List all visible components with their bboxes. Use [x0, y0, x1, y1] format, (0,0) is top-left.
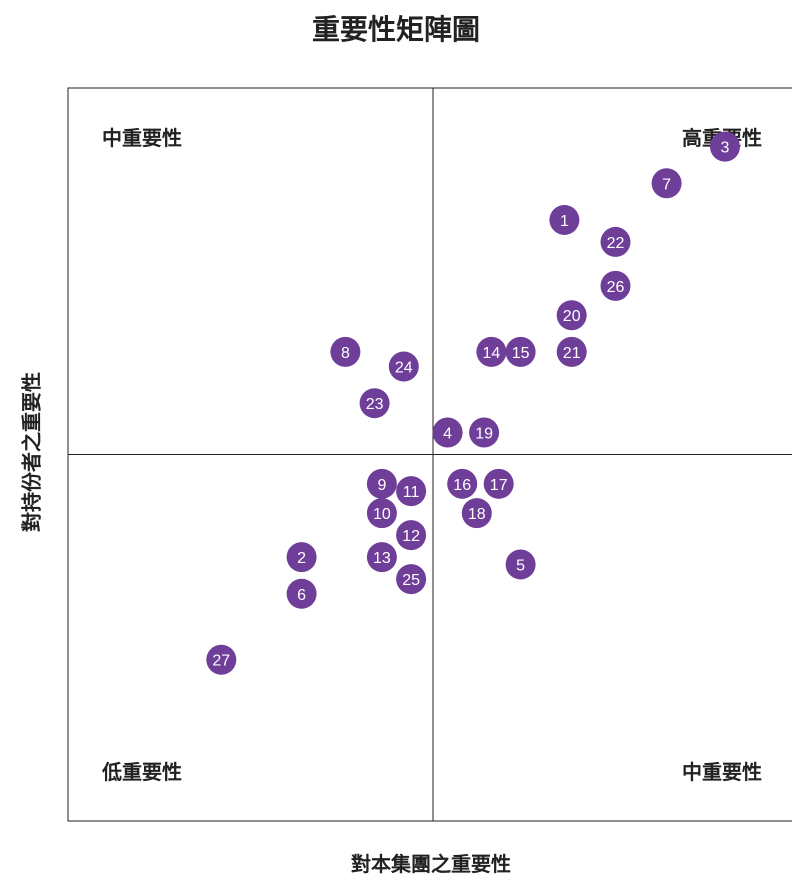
data-point-label: 4: [443, 426, 452, 443]
data-point-label: 3: [721, 140, 730, 157]
data-point-label: 9: [377, 477, 386, 494]
data-point-label: 6: [297, 587, 306, 604]
data-point-marker: [366, 468, 397, 499]
chart-title: 重要性矩陣圖: [311, 13, 480, 46]
data-point-marker: [447, 468, 478, 499]
data-point-label: 7: [662, 176, 671, 193]
data-point-label: 14: [483, 345, 501, 362]
data-point-marker: [396, 476, 427, 507]
data-point-label: 1: [560, 213, 569, 230]
data-point-label: 17: [490, 477, 508, 494]
data-point-label: 5: [516, 557, 525, 574]
data-point-marker: [432, 417, 463, 448]
quadrant-label-bottom-left: 低重要性: [101, 760, 182, 784]
data-point-label: 27: [212, 653, 230, 670]
data-point-marker: [483, 468, 514, 499]
data-point-marker: [476, 336, 507, 367]
data-point-marker: [206, 644, 237, 675]
data-point-marker: [600, 270, 631, 301]
data-point-label: 11: [403, 484, 420, 501]
data-point-marker: [549, 204, 580, 235]
data-point-label: 8: [341, 345, 350, 362]
quadrant-label-top-left: 中重要性: [102, 126, 182, 150]
data-point-marker: [469, 417, 500, 448]
data-point-label: 10: [373, 506, 391, 523]
data-point-marker: [556, 300, 587, 331]
data-point-marker: [286, 578, 317, 609]
data-point-label: 24: [395, 360, 413, 377]
quadrant-label-bottom-right: 中重要性: [682, 760, 762, 784]
data-point-marker: [556, 336, 587, 367]
data-point-label: 23: [366, 396, 384, 413]
data-point-marker: [330, 336, 361, 367]
data-point-label: 26: [607, 279, 625, 296]
data-point-marker: [396, 564, 427, 595]
data-point-label: 18: [468, 506, 486, 523]
data-point-marker: [388, 351, 419, 382]
data-point-label: 25: [402, 572, 420, 589]
data-point-marker: [505, 549, 536, 580]
data-point-marker: [366, 542, 397, 573]
data-point-label: 19: [475, 426, 493, 443]
data-point-label: 20: [563, 308, 581, 325]
data-point-marker: [286, 542, 317, 573]
data-point-marker: [651, 168, 682, 199]
data-point-label: 22: [607, 235, 625, 252]
data-point-label: 2: [297, 550, 306, 567]
data-point-marker: [366, 498, 397, 529]
data-point-marker: [710, 131, 740, 162]
data-point-label: 21: [563, 345, 581, 362]
data-point-label: 16: [453, 477, 471, 494]
x-axis-label: 對本集團之重要性: [351, 852, 511, 876]
data-point-label: 15: [512, 345, 530, 362]
data-point-marker: [359, 388, 390, 419]
data-point-label: 13: [373, 550, 391, 567]
data-point-label: 12: [402, 528, 420, 545]
data-point-marker: [461, 498, 492, 529]
data-point-marker: [396, 520, 427, 551]
data-point-marker: [505, 336, 536, 367]
data-point-marker: [600, 226, 631, 257]
